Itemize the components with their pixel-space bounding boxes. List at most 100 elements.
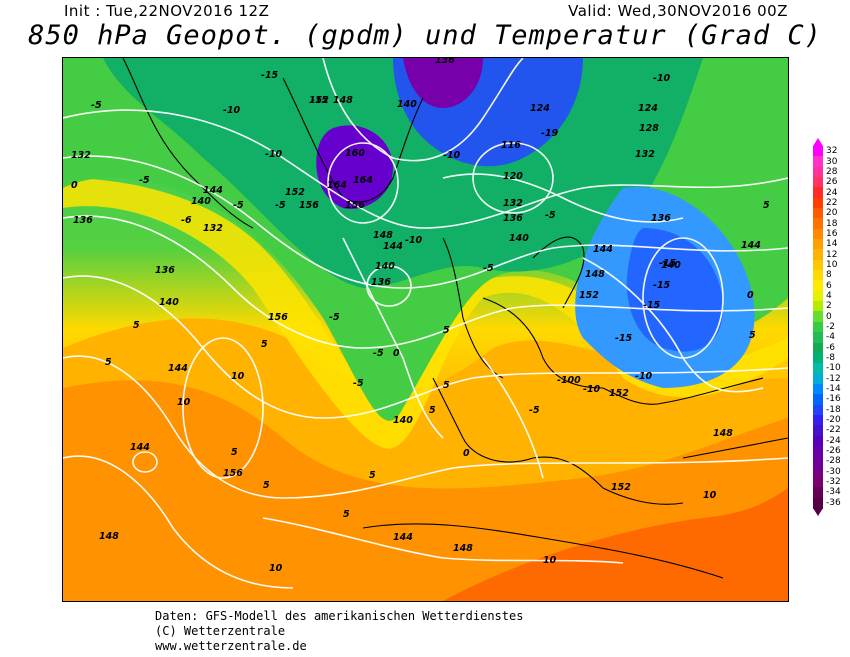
svg-text:144: 144 (593, 244, 613, 255)
svg-text:-5: -5 (233, 200, 244, 211)
svg-text:140: 140 (159, 297, 179, 308)
hot-region (443, 488, 788, 601)
svg-text:144: 144 (168, 363, 188, 374)
colorbar-swatch (813, 332, 823, 344)
svg-text:-100: -100 (557, 375, 581, 386)
svg-text:10: 10 (177, 397, 191, 408)
colorbar-swatch (813, 383, 823, 395)
svg-text:152: 152 (285, 187, 305, 198)
svg-text:-5: -5 (91, 100, 102, 111)
colorbar-tick-label: -8 (826, 353, 835, 364)
svg-text:-10: -10 (635, 371, 653, 382)
svg-text:5: 5 (443, 325, 450, 336)
colorbar-swatch (813, 239, 823, 251)
colorbar-tick-label: 16 (826, 228, 838, 239)
svg-text:144: 144 (393, 532, 413, 543)
svg-text:156: 156 (345, 200, 365, 211)
svg-text:-5: -5 (329, 312, 340, 323)
colorbar-swatch (813, 425, 823, 437)
colorbar-swatch (813, 404, 823, 416)
svg-text:-5: -5 (353, 378, 364, 389)
colorbar-swatch (813, 146, 823, 157)
isolines (63, 58, 788, 589)
svg-text:164: 164 (353, 175, 373, 186)
svg-text:136: 136 (73, 215, 93, 226)
svg-text:-15: -15 (659, 258, 677, 269)
svg-text:-5: -5 (545, 210, 556, 221)
colorbar-tick-label: -36 (826, 497, 841, 508)
svg-text:136: 136 (155, 265, 175, 276)
svg-text:120: 120 (503, 171, 523, 182)
colorbar-swatch (813, 280, 823, 292)
svg-text:-5: -5 (529, 405, 540, 416)
svg-text:5: 5 (749, 330, 756, 341)
svg-text:144: 144 (741, 240, 761, 251)
svg-text:5: 5 (263, 480, 270, 491)
svg-text:-10: -10 (443, 150, 461, 161)
svg-text:132: 132 (503, 198, 523, 209)
svg-text:132: 132 (203, 223, 223, 234)
colorbar-tick-label: 32 (826, 146, 838, 157)
chart-title: 850 hPa Geopot. (gpdm) und Temperatur (G… (28, 20, 822, 51)
svg-text:-5: -5 (275, 200, 286, 211)
svg-text:156: 156 (223, 468, 243, 479)
svg-text:5: 5 (429, 405, 436, 416)
colorbar-swatch (813, 228, 823, 240)
svg-text:0: 0 (463, 448, 470, 459)
svg-text:10: 10 (703, 490, 717, 501)
data-source-text: Daten: GFS-Modell des amerikanischen Wet… (155, 609, 524, 623)
svg-text:-5: -5 (139, 175, 150, 186)
svg-text:148: 148 (453, 543, 473, 554)
colorbar-swatch (813, 290, 823, 302)
svg-text:148: 148 (99, 531, 119, 542)
colorbar-swatch (813, 166, 823, 178)
colorbar-swatch (813, 394, 823, 406)
colorbar-swatch (813, 177, 823, 189)
svg-text:5: 5 (369, 470, 376, 481)
svg-text:5: 5 (133, 320, 140, 331)
svg-text:132: 132 (635, 149, 655, 160)
colorbar-tick-label: 22 (826, 197, 838, 208)
colorbar-swatch (813, 259, 823, 271)
colorbar-swatch (813, 373, 823, 385)
colorbar-tick-label: -10 (826, 363, 841, 374)
colorbar-swatch (813, 249, 823, 261)
svg-text:152: 152 (309, 95, 329, 106)
colorbar-tick-label: 10 (826, 259, 838, 270)
svg-text:-10: -10 (223, 105, 241, 116)
svg-text:152: 152 (609, 388, 629, 399)
colorbar-tick-label: 30 (826, 156, 838, 167)
svg-text:-6: -6 (181, 215, 192, 226)
svg-text:-15: -15 (653, 280, 671, 291)
svg-text:140: 140 (393, 415, 413, 426)
colorbar-swatch (813, 497, 823, 509)
init-time: Init : Tue,22NOV2016 12Z (64, 2, 270, 20)
svg-text:140: 140 (661, 260, 681, 271)
svg-text:136: 136 (503, 213, 523, 224)
colorbar-tick-label: -4 (826, 332, 835, 343)
svg-text:-10: -10 (405, 235, 423, 246)
colorbar-swatch (813, 445, 823, 457)
arctic-core-north (403, 58, 483, 108)
colorbar-tick-label: 12 (826, 249, 838, 260)
svg-text:5: 5 (105, 357, 112, 368)
svg-text:144: 144 (130, 442, 150, 453)
svg-text:152: 152 (611, 482, 631, 493)
colorbar-tick-label: 18 (826, 218, 838, 229)
svg-text:-10: -10 (653, 73, 671, 84)
colorbar-tick-label: -2 (826, 322, 835, 332)
colorbar-swatch (813, 414, 823, 426)
colorbar-tick-label: -14 (826, 384, 841, 395)
colorbar-tick-label: -18 (826, 404, 841, 415)
colorbar-swatch (813, 487, 823, 499)
colorbar-tick-label: -34 (826, 487, 841, 498)
svg-text:156: 156 (299, 200, 319, 211)
svg-text:132: 132 (71, 150, 91, 161)
svg-text:148: 148 (585, 269, 605, 280)
colorbar-tick-label: 0 (826, 311, 832, 322)
coastlines (122, 58, 788, 579)
svg-text:124: 124 (638, 103, 658, 114)
colorbar-swatch (813, 363, 823, 375)
valid-time: Valid: Wed,30NOV2016 00Z (568, 2, 788, 20)
colorbar-tick-label: -22 (826, 425, 841, 436)
